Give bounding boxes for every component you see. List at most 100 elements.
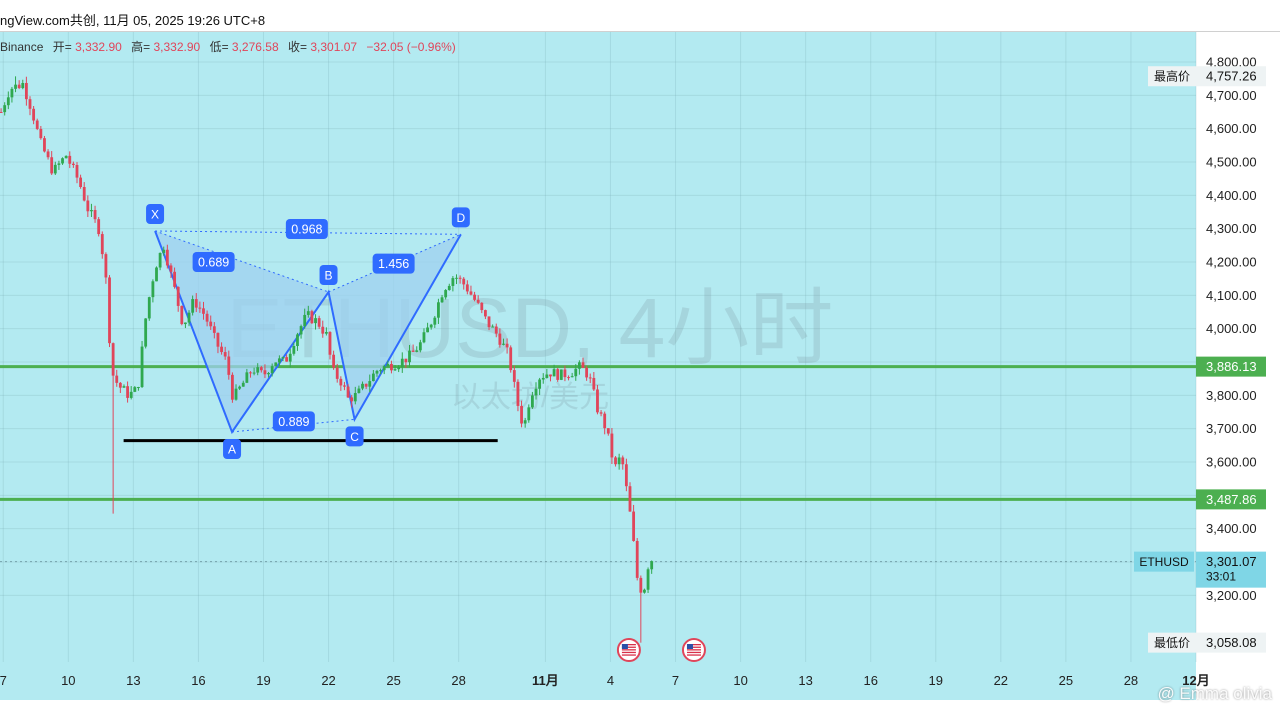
candle-body: [249, 372, 252, 374]
candle-body: [346, 386, 350, 398]
candle-body: [306, 311, 310, 315]
candle-body: [361, 383, 364, 389]
candle-body: [252, 372, 256, 374]
candle-body: [35, 120, 39, 129]
event-markers[interactable]: [616, 638, 706, 662]
candle-body: [379, 370, 383, 372]
candle-body: [433, 317, 437, 325]
candle-body: [339, 378, 343, 386]
candle-body: [285, 357, 289, 362]
candle-body: [53, 164, 57, 174]
legend-close-value: 3,301.07: [310, 40, 357, 54]
chart-area[interactable]: ETHUSD, 4小时 以太坊/美元 X A B C D 0.689 0.968 1.456 0…: [0, 32, 1280, 700]
candle-body: [129, 391, 133, 398]
candle-body: [90, 210, 93, 212]
extreme-price-value-box: [1196, 66, 1266, 87]
candle-body: [216, 332, 220, 347]
candle-body: [476, 299, 480, 303]
candle-body: [111, 343, 115, 376]
pattern-point-label-box: [451, 207, 470, 228]
us-flag-event-icon[interactable]: [616, 638, 641, 662]
horizontal-lines: [0, 365, 1196, 563]
candle-body: [375, 370, 379, 374]
candle-body: [79, 177, 83, 188]
legend-open-label: 开=: [53, 40, 72, 54]
price-chart[interactable]: ETHUSD, 4小时 以太坊/美元 XABCD0.6890.9681.4560…: [0, 32, 1280, 700]
time-axis[interactable]: 7 10 13 16 19 22 25 28 11月 4 7 10 13 16 19 22 25 28 12月: [0, 673, 1210, 688]
extreme-price-tag: [1148, 66, 1196, 87]
candle-body: [371, 373, 375, 382]
candle-body: [541, 377, 545, 380]
candle-body: [491, 326, 495, 328]
window-title-bar: ngView.com共创, 11月 05, 2025 19:26 UTC+8: [0, 0, 1280, 32]
candle-body: [165, 249, 169, 266]
price-axis[interactable]: 3,200.00 3,400.00 3,600.00 3,700.00 3,800.00…: [1134, 55, 1266, 653]
extreme-price-label: 最高价: [1154, 69, 1190, 84]
candle-body: [6, 97, 10, 106]
time-tick-label: 22: [994, 673, 1008, 688]
candle-body: [502, 343, 505, 345]
time-tick-label: 10: [61, 673, 75, 688]
candle-body: [451, 278, 455, 286]
candle-body: [335, 367, 339, 379]
price-level-value: 3,487.86: [1206, 492, 1257, 507]
time-tick-label: 13: [798, 673, 812, 688]
price-tick-label: 3,800.00: [1206, 388, 1257, 403]
pattern-point-label-box: [345, 426, 364, 447]
candle-body: [104, 254, 108, 278]
candle-body: [28, 99, 32, 109]
candle-body: [144, 318, 148, 347]
candle-body: [180, 305, 184, 325]
candle-body: [39, 128, 43, 139]
candle-body: [234, 388, 238, 400]
candle-body: [494, 326, 498, 334]
candle-body: [599, 412, 603, 414]
pattern-ratio-box: [372, 253, 415, 274]
candle-body: [469, 291, 473, 295]
flag-canton: [686, 644, 693, 649]
candle-body: [516, 381, 520, 406]
candle-body: [632, 511, 636, 541]
candle-body: [3, 105, 7, 113]
candle-body: [614, 457, 617, 465]
candle-body: [559, 369, 563, 380]
candle-body: [209, 321, 213, 327]
title-bar-divider: [0, 31, 1280, 32]
time-tick-label: 13: [126, 673, 140, 688]
candle-body: [10, 88, 14, 98]
candle-body: [411, 350, 415, 352]
candle-body: [184, 322, 187, 325]
flag-stripe: [621, 649, 636, 651]
candle-body: [238, 386, 242, 389]
time-tick-label: 11月: [532, 673, 559, 688]
candle-body: [151, 281, 155, 298]
flag-stripe: [621, 654, 636, 656]
candle-body: [650, 561, 654, 570]
candle-body: [447, 285, 451, 291]
harmonic-pattern: [154, 230, 462, 435]
price-tick-label: 3,600.00: [1206, 455, 1257, 470]
flag-stripe: [686, 644, 701, 646]
candle-body: [585, 367, 589, 378]
candle-body: [520, 405, 523, 424]
candle-body: [364, 383, 368, 387]
us-flag-event-icon[interactable]: [681, 638, 706, 662]
candle-body: [259, 367, 263, 371]
pattern-point-label-box: [319, 265, 338, 285]
legend-change-value: −32.05 (−0.96%): [366, 40, 455, 54]
candle-body: [281, 357, 285, 359]
candle-body: [198, 307, 202, 309]
time-tick-label: 28: [1124, 673, 1138, 688]
time-tick-label: 16: [191, 673, 205, 688]
legend-open-value: 3,332.90: [75, 40, 122, 54]
extreme-price-label: 最低价: [1154, 636, 1190, 650]
time-tick-label: 10: [733, 673, 747, 688]
candle-body: [0, 112, 3, 113]
candle-body: [473, 294, 476, 300]
price-level-value: 3,886.13: [1206, 359, 1257, 374]
candle-body: [567, 377, 570, 379]
candle-body: [14, 84, 17, 89]
candle-body: [277, 358, 281, 363]
candle-body: [223, 352, 227, 357]
candle-body: [368, 381, 372, 387]
